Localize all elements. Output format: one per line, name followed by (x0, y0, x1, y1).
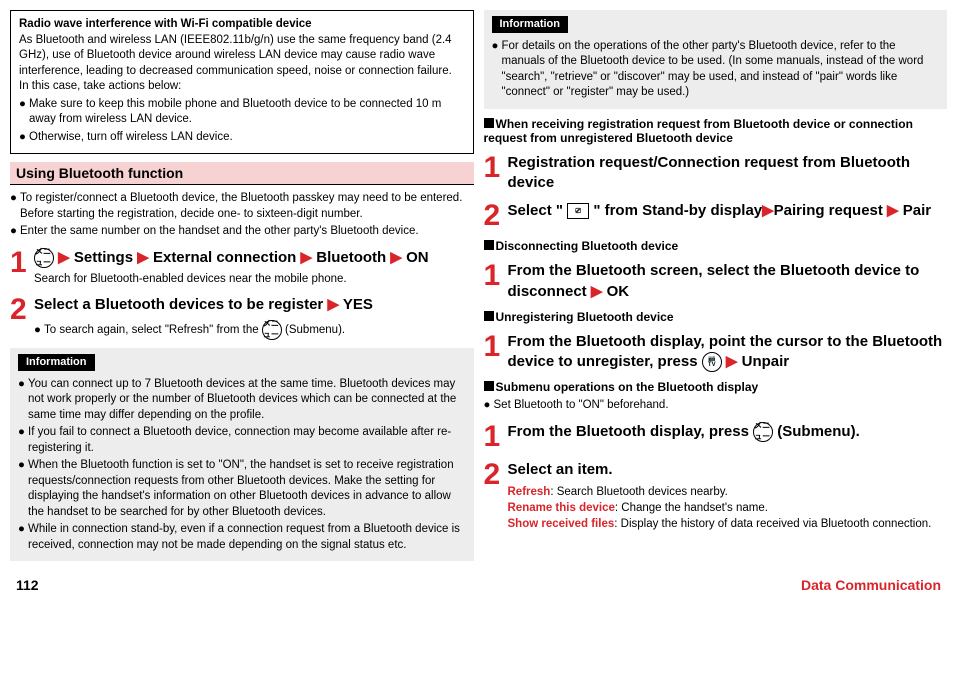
step-number: 1 (484, 422, 508, 452)
page-footer: 112 Data Communication (10, 577, 947, 593)
tv-icon: 📷TV (702, 352, 722, 372)
step-text: Select " ⎚ " from Stand-by display▶Pairi… (508, 201, 948, 231)
right-step-2: 2 Select " ⎚ " from Stand-by display▶Pai… (484, 201, 948, 231)
intro-bullet-1: ●To register/connect a Bluetooth device,… (10, 191, 474, 222)
warning-bullet-1: ●Make sure to keep this mobile phone and… (19, 97, 465, 128)
disconnect-step-1: 1 From the Bluetooth screen, select the … (484, 261, 948, 302)
step-number: 1 (484, 261, 508, 302)
right-column: Information ●For details on the operatio… (484, 10, 948, 567)
warning-title: Radio wave interference with Wi-Fi compa… (19, 17, 465, 33)
info-tag: Information (18, 354, 95, 371)
step-number: 2 (484, 460, 508, 533)
right-info-box: Information ●For details on the operatio… (484, 10, 948, 109)
subheading: Unregistering Bluetooth device (484, 310, 948, 324)
info-bullet: ●While in connection stand-by, even if a… (18, 522, 466, 553)
subheading: Disconnecting Bluetooth device (484, 239, 948, 253)
subheading: When receiving registration request from… (484, 117, 948, 145)
menu-icon: メニュー (34, 248, 54, 268)
warning-body: As Bluetooth and wireless LAN (IEEE802.1… (19, 33, 465, 95)
unregister-step-1: 1 From the Bluetooth display, point the … (484, 332, 948, 373)
section-name: Data Communication (801, 577, 941, 593)
left-step-1: 1 メニュー ▶ Settings ▶ External connection … (10, 248, 474, 288)
step-number: 1 (484, 332, 508, 373)
info-bullet: ●For details on the operations of the ot… (492, 39, 940, 101)
page-number: 112 (16, 577, 39, 593)
warning-box: Radio wave interference with Wi-Fi compa… (10, 10, 474, 154)
step-subtext: ●To search again, select "Refresh" from … (34, 320, 474, 340)
sub4-bullet: ●Set Bluetooth to "ON" beforehand. (484, 398, 948, 414)
intro-bullet-2: ●Enter the same number on the handset an… (10, 224, 474, 240)
step-text: Select an item. Refresh: Search Bluetoot… (508, 460, 948, 533)
left-info-box: Information ●You can connect up to 7 Blu… (10, 348, 474, 562)
subheading: Submenu operations on the Bluetooth disp… (484, 380, 948, 394)
step-text: Registration request/Connection request … (508, 153, 948, 194)
step-subtext: Search for Bluetooth-enabled devices nea… (34, 272, 474, 288)
menu-item-rename: Rename this device: Change the handset's… (508, 500, 948, 516)
step-text: From the Bluetooth display, press メニュー (… (508, 422, 948, 452)
submenu-step-2: 2 Select an item. Refresh: Search Blueto… (484, 460, 948, 533)
info-bullet: ●You can connect up to 7 Bluetooth devic… (18, 377, 466, 424)
step-text: From the Bluetooth screen, select the Bl… (508, 261, 948, 302)
menu-item-refresh: Refresh: Search Bluetooth devices nearby… (508, 484, 948, 500)
standby-icon: ⎚ (567, 203, 589, 219)
menu-item-files: Show received files: Display the history… (508, 516, 948, 532)
step-text: Select a Bluetooth devices to be registe… (34, 295, 474, 339)
step-number: 1 (484, 153, 508, 194)
step-number: 2 (484, 201, 508, 231)
submenu-icon: メニュー (262, 320, 282, 340)
info-tag: Information (492, 16, 569, 33)
step-number: 2 (10, 295, 34, 339)
submenu-step-1: 1 From the Bluetooth display, press メニュー… (484, 422, 948, 452)
warning-bullet-2: ●Otherwise, turn off wireless LAN device… (19, 130, 465, 146)
right-step-1: 1 Registration request/Connection reques… (484, 153, 948, 194)
info-bullet: ●When the Bluetooth function is set to "… (18, 458, 466, 520)
submenu-icon: メニュー (753, 422, 773, 442)
left-step-2: 2 Select a Bluetooth devices to be regis… (10, 295, 474, 339)
left-column: Radio wave interference with Wi-Fi compa… (10, 10, 474, 567)
step-number: 1 (10, 248, 34, 288)
section-heading: Using Bluetooth function (10, 162, 474, 185)
info-bullet: ●If you fail to connect a Bluetooth devi… (18, 425, 466, 456)
step-text: メニュー ▶ Settings ▶ External connection ▶ … (34, 248, 474, 288)
step-text: From the Bluetooth display, point the cu… (508, 332, 948, 373)
